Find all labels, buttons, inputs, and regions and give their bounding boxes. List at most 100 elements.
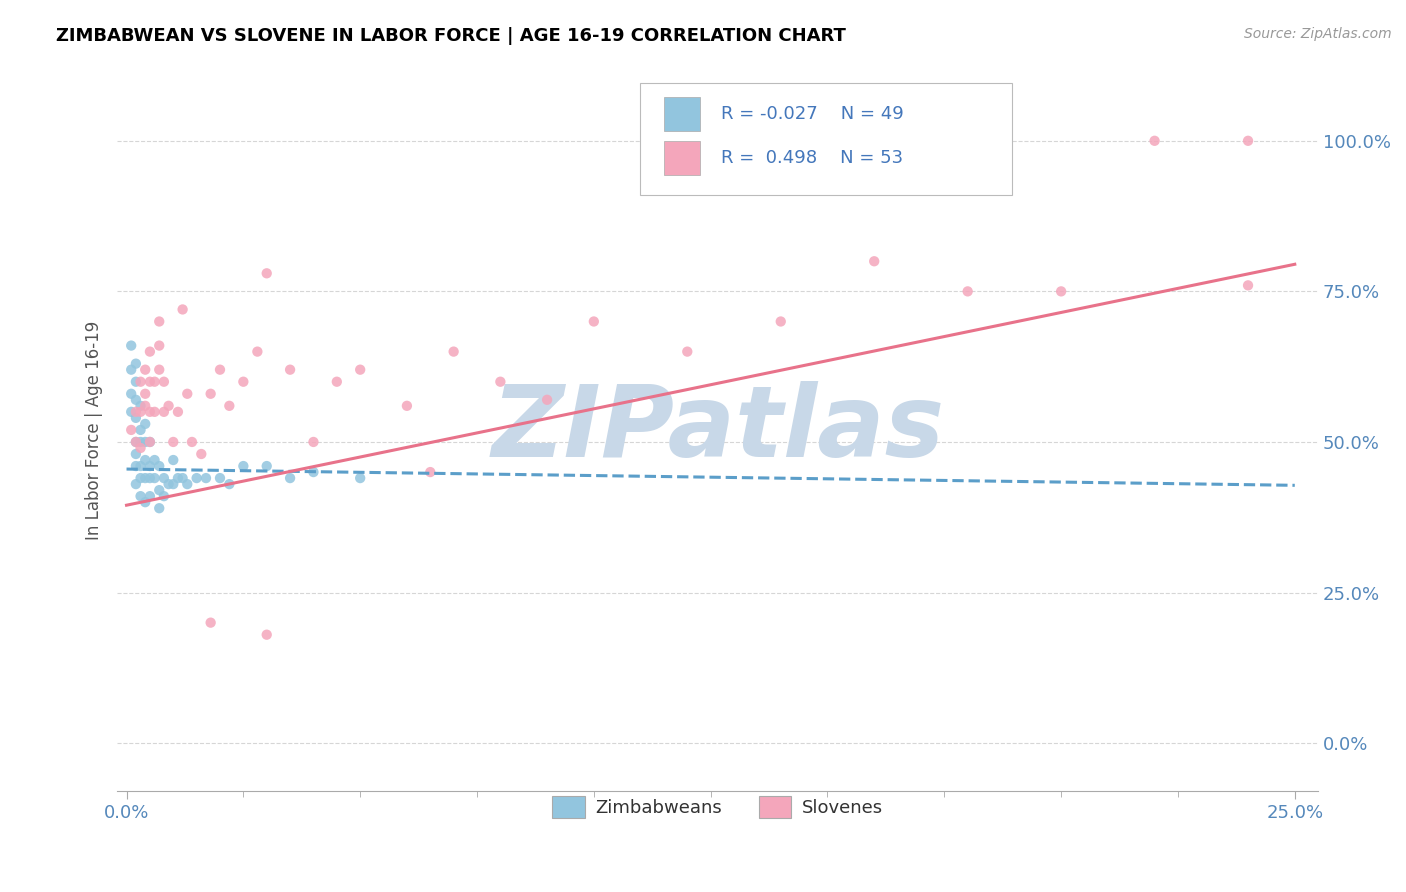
Point [148, 338, 170, 352]
Point [120, 386, 142, 401]
Text: R = -0.027    N = 49: R = -0.027 N = 49 [721, 105, 904, 123]
Point [218, 477, 240, 491]
Point [143, 405, 166, 419]
Point [134, 471, 156, 485]
Point [139, 489, 162, 503]
FancyBboxPatch shape [664, 141, 700, 176]
Point [153, 405, 176, 419]
Point [443, 344, 465, 359]
Point [232, 375, 254, 389]
Point [326, 375, 349, 389]
Point [129, 405, 152, 419]
FancyBboxPatch shape [640, 83, 1012, 195]
Point [172, 471, 194, 485]
Text: Source: ZipAtlas.com: Source: ZipAtlas.com [1244, 27, 1392, 41]
Point [129, 441, 152, 455]
Point [125, 447, 148, 461]
Point [125, 405, 148, 419]
Point [176, 386, 198, 401]
Point [125, 458, 148, 473]
Point [218, 399, 240, 413]
Point [148, 483, 170, 497]
Point [256, 266, 278, 280]
Point [148, 314, 170, 328]
Point [1143, 134, 1166, 148]
Point [769, 314, 792, 328]
Point [134, 453, 156, 467]
Point [134, 495, 156, 509]
Point [194, 471, 217, 485]
Point [153, 489, 176, 503]
Point [349, 471, 371, 485]
Point [208, 471, 231, 485]
Point [162, 453, 184, 467]
Point [129, 399, 152, 413]
Point [1237, 278, 1260, 293]
Point [139, 458, 162, 473]
Point [278, 471, 301, 485]
Point [139, 471, 162, 485]
Point [129, 375, 152, 389]
Point [1050, 285, 1073, 299]
Point [125, 410, 148, 425]
Point [256, 458, 278, 473]
Point [200, 386, 222, 401]
Point [134, 434, 156, 449]
Point [120, 362, 142, 376]
Point [139, 405, 162, 419]
Point [190, 447, 212, 461]
Text: R =  0.498    N = 53: R = 0.498 N = 53 [721, 149, 904, 167]
Point [134, 386, 156, 401]
Point [139, 434, 162, 449]
FancyBboxPatch shape [664, 96, 700, 131]
Point [125, 392, 148, 407]
Point [148, 362, 170, 376]
Point [536, 392, 558, 407]
Point [143, 375, 166, 389]
Point [120, 423, 142, 437]
Point [134, 399, 156, 413]
Point [157, 477, 180, 491]
Point [278, 362, 301, 376]
Point [1237, 134, 1260, 148]
Point [172, 302, 194, 317]
Point [125, 434, 148, 449]
Point [125, 477, 148, 491]
Text: ZIPatlas: ZIPatlas [491, 382, 945, 478]
Point [676, 344, 699, 359]
Point [302, 465, 325, 479]
Legend: Zimbabweans, Slovenes: Zimbabweans, Slovenes [546, 789, 890, 826]
Point [489, 375, 512, 389]
Y-axis label: In Labor Force | Age 16-19: In Labor Force | Age 16-19 [86, 320, 103, 540]
Point [176, 477, 198, 491]
Point [129, 489, 152, 503]
Point [956, 285, 979, 299]
Point [125, 434, 148, 449]
Point [157, 399, 180, 413]
Point [582, 314, 605, 328]
Point [208, 362, 231, 376]
Point [200, 615, 222, 630]
Point [125, 375, 148, 389]
Point [167, 471, 190, 485]
Text: ZIMBABWEAN VS SLOVENE IN LABOR FORCE | AGE 16-19 CORRELATION CHART: ZIMBABWEAN VS SLOVENE IN LABOR FORCE | A… [56, 27, 846, 45]
Point [125, 357, 148, 371]
Point [134, 417, 156, 431]
Point [153, 375, 176, 389]
Point [167, 405, 190, 419]
Point [256, 628, 278, 642]
Point [139, 434, 162, 449]
Point [162, 434, 184, 449]
Point [120, 405, 142, 419]
Point [120, 338, 142, 352]
Point [143, 471, 166, 485]
Point [349, 362, 371, 376]
Point [186, 471, 208, 485]
Point [232, 458, 254, 473]
Point [302, 434, 325, 449]
Point [129, 458, 152, 473]
Point [143, 453, 166, 467]
Point [246, 344, 269, 359]
Point [181, 434, 204, 449]
Point [153, 471, 176, 485]
